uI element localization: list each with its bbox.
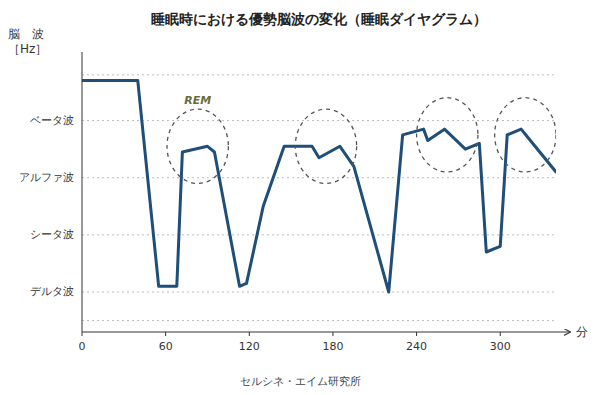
rem-ellipse: [417, 98, 478, 172]
y-tick-label: アルファ波: [19, 171, 74, 184]
y-label: ［Hz］: [8, 42, 47, 56]
y-label: 脳 波: [8, 27, 44, 41]
rem-ellipse: [495, 98, 556, 172]
x-tick-label: 180: [322, 340, 343, 353]
x-tick-label: 300: [490, 340, 511, 353]
rem-ellipse: [167, 109, 228, 183]
x-tick-label: 240: [406, 340, 427, 353]
x-tick-label: 60: [159, 340, 173, 353]
x-tick: [165, 332, 166, 336]
y-tick-label: シータ波: [30, 228, 74, 241]
sleep-line: [82, 81, 556, 292]
title: 睡眠時における優勢脳波の変化（睡眠ダイヤグラム）: [151, 11, 487, 27]
annotation: REM: [184, 94, 211, 107]
reference-line: [82, 74, 556, 75]
plot-area: [82, 81, 556, 292]
chart: 睡眠時における優勢脳波の変化（睡眠ダイヤグラム） 脳 波［Hz］ ベータ波アルファ波…: [0, 0, 600, 395]
x-tick-label: 0: [79, 340, 86, 353]
footer: セルシネ・エイム研究所: [240, 375, 361, 388]
x-tick: [249, 332, 250, 336]
y-tick-label: デルタ波: [30, 285, 74, 298]
x-tick: [500, 332, 501, 336]
x-tick-label: 120: [239, 340, 260, 353]
grid-line: [82, 292, 556, 293]
x-tick: [332, 332, 333, 336]
grid: [82, 75, 556, 321]
grid-line: [82, 120, 556, 121]
rem-ellipse: [295, 109, 356, 183]
grid-line: [82, 177, 556, 178]
y-axis: [82, 52, 83, 332]
x-tick: [416, 332, 417, 336]
x-axis: [82, 332, 570, 333]
y-tick-label: ベータ波: [30, 114, 74, 127]
x-tick: [82, 332, 83, 336]
x-label: 分: [576, 325, 588, 339]
reference-line: [82, 320, 556, 321]
